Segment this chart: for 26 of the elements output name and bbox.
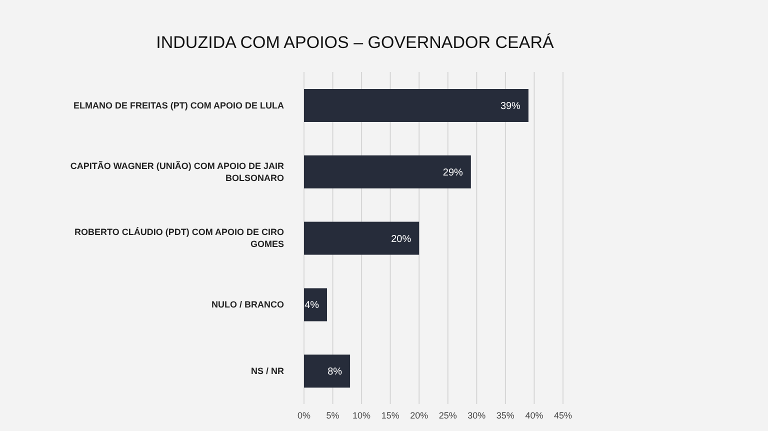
data-label: 4% xyxy=(304,300,320,312)
bar xyxy=(304,155,471,188)
y-tick-label: CAPITÃO WAGNER (UNIÃO) COM APOIO DE JAIR BOLSONARO xyxy=(70,160,284,183)
data-label: 8% xyxy=(328,366,342,378)
y-tick-label: ROBERTO CLÁUDIO (PDT) COM APOIO DE CIRO GOMES xyxy=(74,227,284,250)
data-label: 39% xyxy=(500,101,521,112)
bar xyxy=(304,222,420,255)
x-tick-label: 35% xyxy=(496,410,514,420)
data-label: 29% xyxy=(442,167,464,178)
x-tick-label: 15% xyxy=(381,410,400,420)
bar xyxy=(304,89,528,122)
x-tick-label: 0% xyxy=(297,410,311,420)
x-tick-label: 45% xyxy=(554,410,572,420)
y-tick-label: ELMANO DE FREITAS (PT) COM APOIO DE LULA xyxy=(74,100,284,110)
bar xyxy=(304,354,350,388)
chart-title: INDUZIDA COM APOIOS – GOVERNADOR CEARÁ xyxy=(155,33,555,53)
bar xyxy=(304,288,328,322)
data-label: 20% xyxy=(391,234,412,245)
x-tick-label: 20% xyxy=(410,410,428,420)
x-tick-label: 40% xyxy=(525,410,544,420)
x-tick-label: 5% xyxy=(326,410,340,420)
y-tick-label: NS / NR xyxy=(250,366,284,376)
x-tick-label: 25% xyxy=(438,410,457,420)
x-tick-label: 10% xyxy=(352,410,371,420)
y-tick-label: NULO / BRANCO xyxy=(212,300,284,310)
x-tick-label: 30% xyxy=(468,410,486,420)
